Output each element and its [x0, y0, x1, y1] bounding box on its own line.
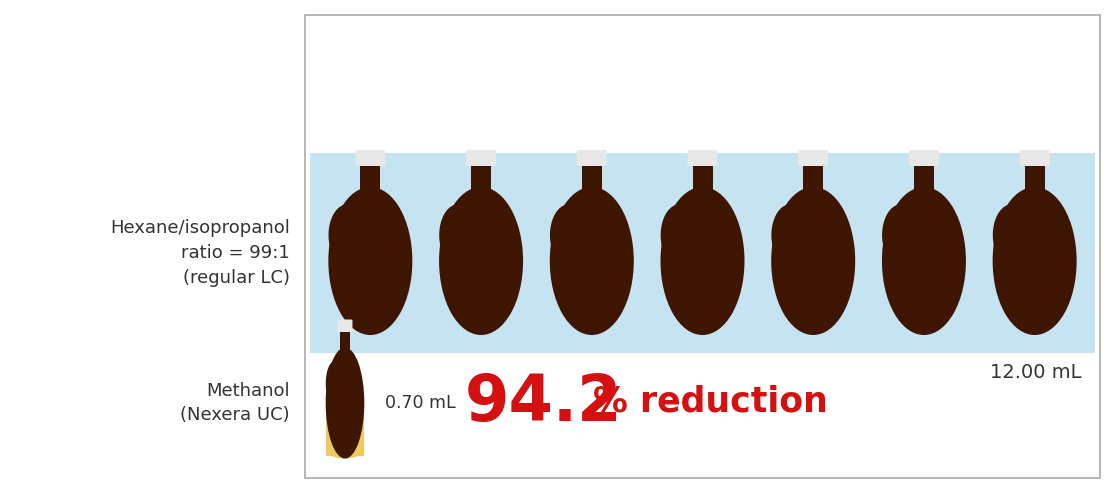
FancyBboxPatch shape: [466, 150, 496, 166]
Ellipse shape: [328, 187, 412, 335]
Polygon shape: [334, 352, 356, 370]
Text: Methanol
(Nexera UC): Methanol (Nexera UC): [180, 382, 290, 424]
Ellipse shape: [326, 441, 364, 458]
Bar: [341, 331, 349, 352]
Bar: [305, 15, 1100, 478]
Text: Hexane/isopropanol
ratio = 99:1
(regular LC): Hexane/isopropanol ratio = 99:1 (regular…: [110, 219, 290, 287]
Polygon shape: [345, 193, 395, 216]
Bar: [804, 165, 824, 193]
FancyBboxPatch shape: [577, 150, 607, 166]
Text: % reduction: % reduction: [593, 384, 828, 418]
Bar: [914, 165, 934, 193]
Bar: [311, 153, 1095, 353]
Bar: [692, 165, 712, 193]
Bar: [471, 165, 491, 193]
Polygon shape: [993, 205, 1021, 262]
Polygon shape: [567, 193, 617, 216]
Text: 0.70 mL: 0.70 mL: [385, 394, 456, 412]
Polygon shape: [328, 205, 356, 262]
FancyBboxPatch shape: [798, 150, 828, 166]
Bar: [582, 165, 602, 193]
FancyBboxPatch shape: [909, 150, 939, 166]
Text: 94.2: 94.2: [465, 372, 622, 434]
Ellipse shape: [771, 187, 855, 335]
Bar: [326, 392, 364, 456]
Ellipse shape: [881, 187, 966, 335]
FancyBboxPatch shape: [337, 319, 353, 332]
FancyBboxPatch shape: [1020, 150, 1050, 166]
Polygon shape: [440, 205, 467, 262]
FancyBboxPatch shape: [355, 150, 385, 166]
Ellipse shape: [439, 187, 523, 335]
Ellipse shape: [993, 187, 1076, 335]
Polygon shape: [326, 361, 338, 403]
Ellipse shape: [550, 187, 633, 335]
Polygon shape: [883, 205, 910, 262]
Bar: [1025, 165, 1045, 193]
Bar: [361, 165, 381, 193]
Polygon shape: [788, 193, 838, 216]
Polygon shape: [550, 205, 578, 262]
Ellipse shape: [660, 187, 745, 335]
Polygon shape: [456, 193, 506, 216]
Polygon shape: [661, 205, 689, 262]
Text: 12.00 mL: 12.00 mL: [991, 363, 1082, 382]
FancyBboxPatch shape: [688, 150, 718, 166]
Polygon shape: [1009, 193, 1060, 216]
Polygon shape: [678, 193, 728, 216]
Polygon shape: [771, 205, 799, 262]
Ellipse shape: [326, 348, 364, 458]
Polygon shape: [899, 193, 949, 216]
